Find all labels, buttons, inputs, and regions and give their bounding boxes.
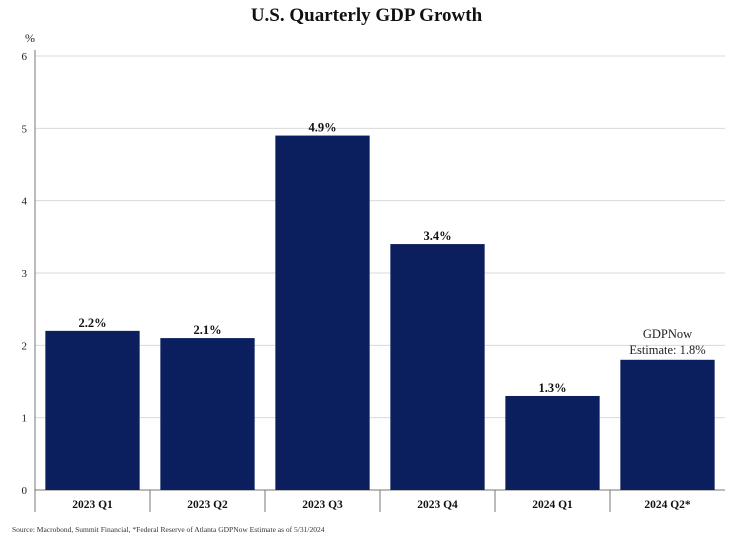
- bar: [45, 330, 140, 490]
- bar: [505, 395, 600, 490]
- y-tick-label: 6: [22, 51, 28, 63]
- x-tick-label: 2024 Q1: [532, 499, 573, 511]
- x-tick-label: 2023 Q1: [72, 499, 113, 511]
- y-tick-label: 2: [22, 340, 28, 352]
- data-label: 2.2%: [78, 316, 106, 330]
- x-tick-label: 2023 Q3: [302, 499, 343, 511]
- x-tick-label: 2023 Q4: [417, 499, 458, 511]
- bar: [390, 244, 485, 490]
- y-tick-label: 4: [22, 196, 28, 208]
- x-tick-label: 2024 Q2*: [644, 499, 691, 511]
- data-label: 1.3%: [538, 381, 566, 395]
- y-axis-unit-label: %: [25, 31, 35, 45]
- data-label: 3.4%: [423, 229, 451, 243]
- bar: [160, 338, 255, 490]
- y-tick-label: 5: [22, 123, 28, 135]
- y-tick-label: 3: [22, 268, 28, 280]
- data-label: 4.9%: [308, 121, 336, 135]
- source-note: Source: Macrobond, Summit Financial, *Fe…: [12, 525, 325, 534]
- chart-title: U.S. Quarterly GDP Growth: [250, 5, 483, 26]
- bar: [275, 135, 370, 491]
- bar: [620, 359, 715, 490]
- y-tick-label: 0: [22, 485, 28, 497]
- data-label: Estimate: 1.8%: [629, 343, 705, 357]
- y-tick-label: 1: [22, 413, 28, 425]
- data-label: 2.1%: [193, 323, 221, 337]
- x-tick-label: 2023 Q2: [187, 499, 228, 511]
- data-label: GDPNow: [643, 327, 692, 341]
